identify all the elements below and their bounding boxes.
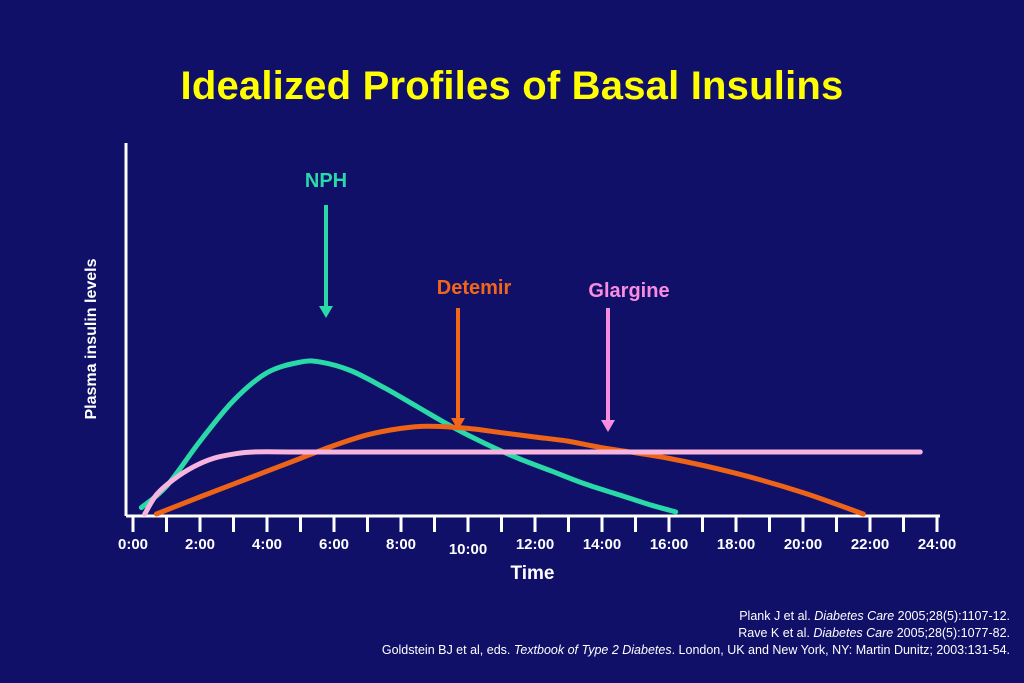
citation-authors: Rave K et al. [738, 626, 814, 640]
citation-source: Diabetes Care [814, 609, 895, 623]
citation-details: 2005;28(5):1107-12. [894, 609, 1010, 623]
citation-details: 2005;28(5):1077-82. [893, 626, 1010, 640]
series-curve-detemir [153, 423, 866, 517]
x-tick-label-22-00: 22:00 [850, 536, 890, 553]
annotation-arrows [319, 205, 615, 432]
citation-source: Textbook of Type 2 Diabetes [513, 643, 672, 657]
citation-source: Diabetes Care [813, 626, 894, 640]
x-tick-label-24-00: 24:00 [917, 536, 957, 553]
series-curves [138, 358, 923, 517]
page-title: Idealized Profiles of Basal Insulins [180, 64, 844, 108]
citation-line: Plank J et al. Diabetes Care 2005;28(5):… [0, 608, 1010, 625]
series-label-nph: NPH [304, 170, 348, 192]
x-tick-label-16-00: 16:00 [649, 536, 689, 553]
arrow-glargine [601, 308, 615, 432]
x-tick-label-2-00: 2:00 [184, 536, 216, 553]
citation-line: Goldstein BJ et al, eds. Textbook of Typ… [0, 642, 1010, 659]
x-tick-label-8-00: 8:00 [385, 536, 417, 553]
citation-line: Rave K et al. Diabetes Care 2005;28(5):1… [0, 625, 1010, 642]
series-label-glargine: Glargine [588, 280, 670, 302]
x-tick-label-4-00: 4:00 [251, 536, 283, 553]
citation-authors: Goldstein BJ et al, eds. [381, 643, 514, 657]
x-tick-label-14-00: 14:00 [582, 536, 622, 553]
series-label-detemir: Detemir [436, 277, 512, 299]
x-tick-label-12-00: 12:00 [515, 536, 555, 553]
x-axis-ticks [131, 517, 939, 532]
series-curve-glargine [142, 449, 923, 517]
x-tick-label-18-00: 18:00 [716, 536, 756, 553]
x-tick-label-0-00: 0:00 [117, 536, 149, 553]
citation-details: . London, UK and New York, NY: Martin Du… [671, 643, 1010, 657]
x-tick-label-10-00: 10:00 [448, 541, 488, 558]
x-axis-title: Time [510, 563, 555, 584]
citation-block: Plank J et al. Diabetes Care 2005;28(5):… [0, 608, 1010, 659]
x-tick-label-20-00: 20:00 [783, 536, 823, 553]
arrow-detemir [451, 308, 465, 430]
series-curve-nph [138, 358, 679, 515]
citation-authors: Plank J et al. [739, 609, 815, 623]
x-tick-label-6-00: 6:00 [318, 536, 350, 553]
y-axis-title: Plasma insulin levels [83, 258, 100, 420]
arrow-nph [319, 205, 333, 318]
